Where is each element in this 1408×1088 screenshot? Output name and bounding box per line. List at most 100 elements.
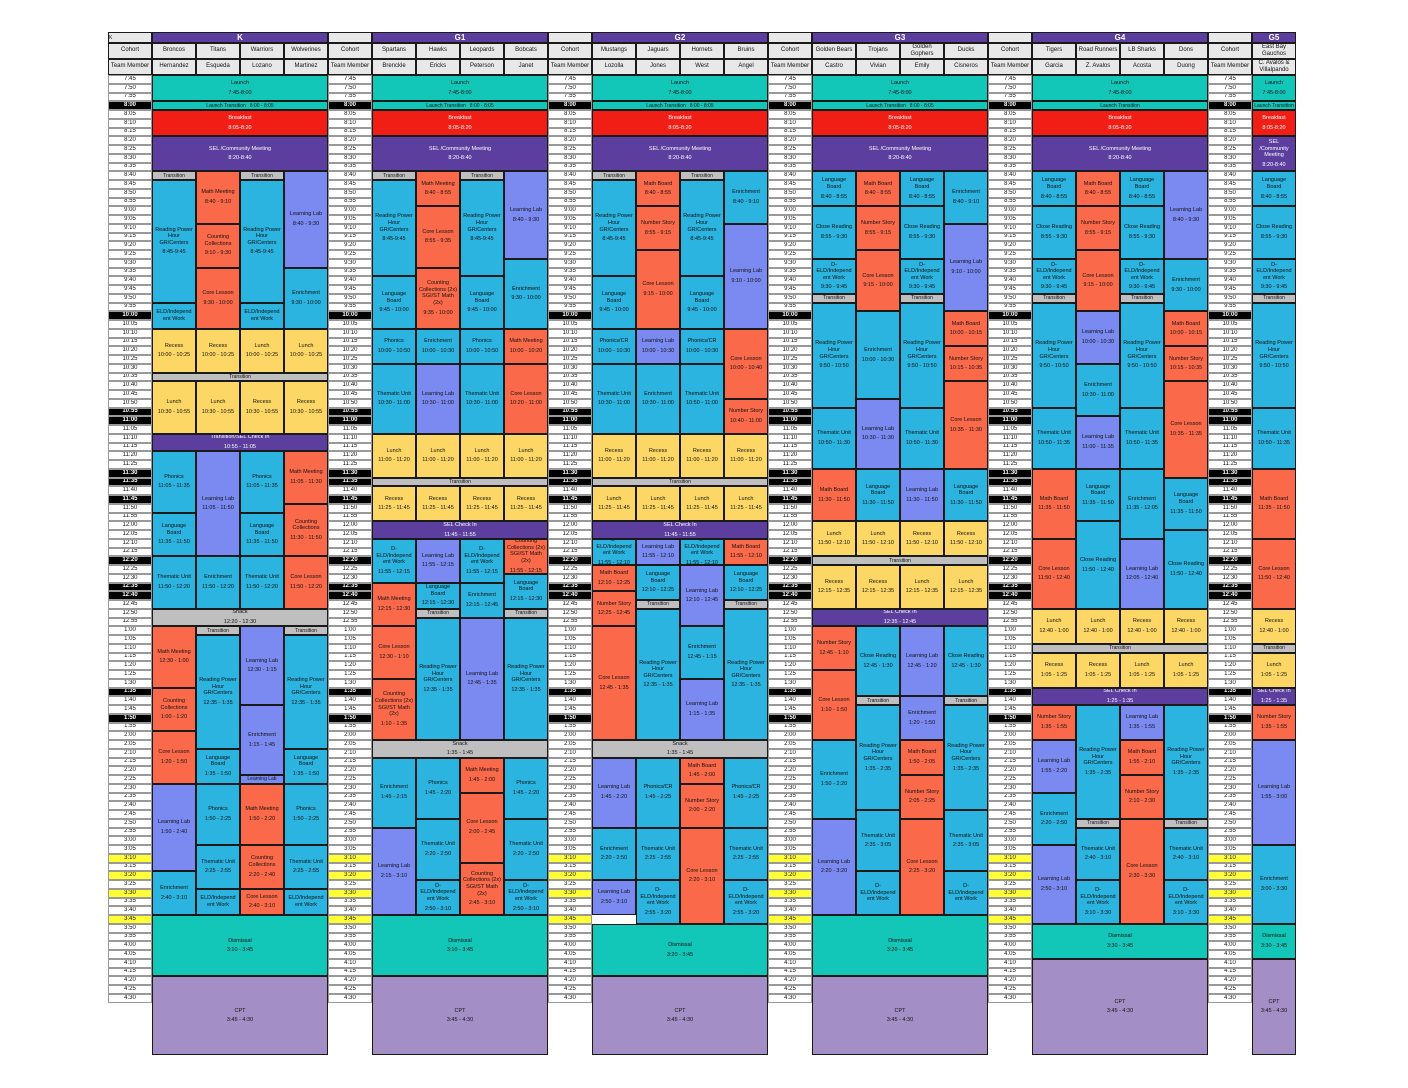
time-slot: 9:00: [768, 206, 812, 215]
block-title: Learning Lab: [685, 587, 719, 594]
block-title: Lunch: [166, 399, 182, 406]
time-slot: 11:20: [1208, 451, 1252, 460]
schedule-block: Recess 11:00 - 11:20: [724, 433, 768, 478]
block-time-range: 8:05-8:20: [1108, 124, 1132, 131]
block-time-range: 8:40 - 8:55: [908, 193, 936, 200]
corner-cell: [988, 32, 1032, 43]
time-slot: 8:15: [328, 127, 372, 137]
schedule-block: Recess 12:40 - 1:00: [1120, 608, 1164, 644]
block-title: Reading Power Hour GR/Centers: [1255, 340, 1293, 360]
block-title: Snack: [232, 609, 248, 616]
time-slot: 1:15: [108, 652, 152, 662]
schedule-block: Reading Power Hour GR/Centers 8:45-9:45: [372, 180, 416, 277]
schedule-block: Math Board 8:40 - 8:55: [636, 171, 680, 207]
schedule-block: Transition: [504, 608, 548, 618]
block-title: Learning Lab: [641, 543, 675, 550]
time-slot: 8:10: [548, 118, 592, 128]
time-slot: 1:50: [108, 713, 152, 723]
time-slot: 8:25: [768, 145, 812, 154]
block-title: SEL Check In: [1257, 688, 1291, 695]
schedule-block: Transition: [284, 626, 328, 635]
cohort-name: Wolverines: [284, 43, 328, 59]
schedule-block: Thematic Unit 2:25 - 2:55: [636, 827, 680, 880]
block-title: Transition: [449, 478, 471, 485]
time-slot: 12:55: [768, 617, 812, 627]
block-time-range: 12:10 - 12:25: [641, 587, 675, 594]
block-time-range: 1:35 - 2:35: [1084, 769, 1112, 776]
time-slot: 3:30: [548, 888, 592, 898]
block-title: Enrichment: [864, 346, 892, 353]
schedule-block: Thematic Unit 10:50 - 11:00: [680, 363, 724, 434]
block-time-range: 9:30 - 10:00: [203, 299, 233, 306]
time-slot: 10:45: [768, 390, 812, 399]
schedule-block: Reading Power Hour GR/Centers 12:35 - 1:3…: [196, 635, 240, 749]
schedule-block: SEL Check In 11:45 - 11:55: [372, 521, 548, 539]
block-title: Language Board: [1173, 492, 1199, 505]
block-time-range: 2:40 - 3:10: [160, 894, 188, 901]
time-slot: 11:30: [328, 468, 372, 478]
schedule-block: Core Lesson 1:10 - 1:50: [812, 670, 856, 740]
schedule-block: ELD/Independ ent Work: [284, 888, 328, 915]
time-slot: 11:30: [768, 468, 812, 478]
cohort-name: Hawks: [416, 43, 460, 59]
schedule-block: Language Board 12:15 - 12:30: [504, 573, 548, 609]
block-title: Enrichment: [1172, 276, 1200, 283]
time-slot: 4:10: [328, 958, 372, 968]
time-slot: 7:45: [548, 75, 592, 84]
schedule-block: Dismissal 3:30 - 3:45: [1252, 923, 1296, 959]
time-slot: 12:05: [548, 530, 592, 539]
block-time-range: 8:40 - 9:10: [204, 199, 232, 205]
schedule-block: Launch Transition 8:00 - 8:05: [372, 101, 548, 110]
block-time-range: 11:30 - 11:50: [818, 496, 850, 503]
time-slot: 3:20: [768, 871, 812, 880]
time-slot: 12:15: [108, 547, 152, 557]
time-slot: 10:00: [1208, 311, 1252, 320]
block-title: Recess: [516, 495, 536, 502]
schedule-block: Transition/SEL Check In 10:55 - 11:05: [152, 433, 328, 452]
time-slot: 12:45: [1208, 600, 1252, 609]
block-title: Number Story: [641, 220, 675, 227]
schedule-block: Learning Lab 11:55 - 12:10: [636, 538, 680, 565]
block-time-range: 1:15 - 1:35: [688, 710, 716, 717]
time-slot: 8:25: [548, 145, 592, 154]
time-slot: 10:35: [548, 372, 592, 382]
block-time-range: 3:30 - 3:45: [1260, 942, 1288, 949]
block-time-range: 9:45 - 10:00: [379, 307, 409, 314]
time-slot: 11:45: [108, 495, 152, 504]
block-time-range: 1:35 - 1:55: [1128, 724, 1156, 730]
block-title: Thematic Unit: [641, 845, 675, 852]
schedule-block: Breakfast 8:05-8:20: [592, 110, 768, 137]
time-slot: 4:05: [768, 950, 812, 959]
block-title: Enrichment: [1260, 876, 1288, 883]
block-time-range: 12:35 - 1:35: [511, 686, 541, 693]
block-title: Lunch: [298, 342, 314, 349]
time-slot: 11:10: [768, 433, 812, 443]
schedule-block: Enrichment 2:20 - 2:50: [592, 827, 636, 880]
schedule-block: Close Reading 12:45 - 1:30: [856, 626, 900, 697]
block-title: Thematic Unit: [1081, 845, 1115, 852]
block-time-range: 12:35 - 1:35: [731, 682, 761, 689]
block-time-range: 1:45 - 2:20: [512, 789, 540, 796]
time-slot: 10:45: [328, 390, 372, 399]
block-title: Transition: [229, 373, 251, 380]
schedule-block: D- ELD/Independ ent Work 3:10 - 3:30: [1076, 880, 1120, 924]
block-title: Math Meeting: [245, 806, 279, 813]
schedule-block: Reading Power Hour GR/Centers 9:50 - 10:5…: [1032, 302, 1076, 408]
block-title: Launch Transition: [1254, 102, 1294, 109]
schedule-block: Reading Power Hour GR/Centers 1:35 - 2:35: [1076, 705, 1120, 819]
schedule-block: Learning Lab 8:40 - 9:30: [284, 171, 328, 268]
block-time-range: 12:25 - 12:45: [597, 610, 631, 617]
time-slot: 9:15: [1208, 232, 1252, 242]
block-title: D- ELD/Independ ent Work: [596, 538, 632, 557]
block-title: Transition: [471, 172, 493, 179]
block-time-range: 2:35 - 3:05: [952, 842, 980, 849]
schedule-block: Launch 7:45-8:00: [152, 75, 328, 102]
block-title: Number Story: [1125, 788, 1159, 795]
schedule-block: Core Lesson 2:25 - 3:20: [900, 818, 944, 915]
block-time-range: 9:30 - 9:45: [1040, 284, 1068, 291]
block-time-range: 3:00 - 3:30: [1260, 885, 1288, 892]
time-slot: 10:15: [328, 337, 372, 347]
schedule-block: Transition: [900, 293, 944, 303]
time-slot: 11:25: [108, 460, 152, 469]
block-title: Language Board: [733, 571, 759, 584]
